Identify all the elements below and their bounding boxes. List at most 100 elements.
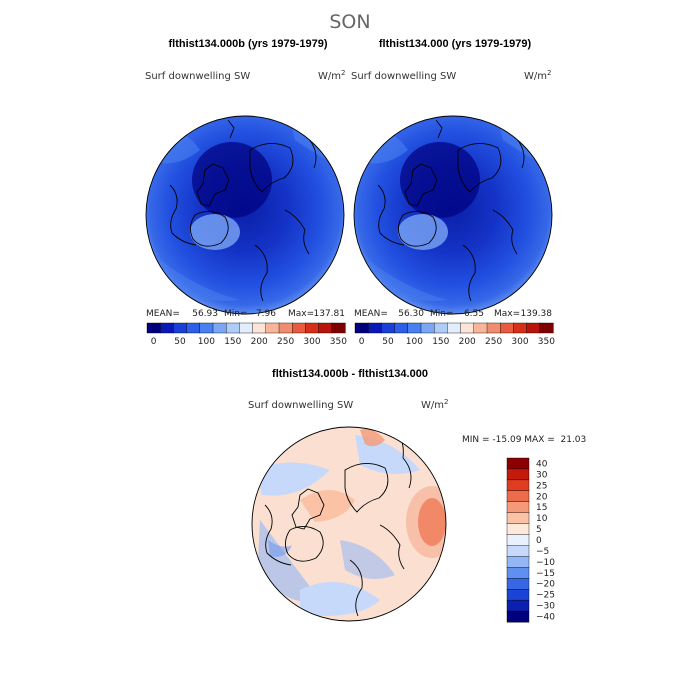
diff-map bbox=[251, 426, 447, 622]
diff-cbar-swatch-1 bbox=[506, 468, 530, 481]
diff-cbar-tick-1: 30 bbox=[536, 470, 548, 480]
diff-cbar-tick-2: 25 bbox=[536, 481, 547, 491]
left-cbar-tick-1: 50 bbox=[174, 337, 186, 347]
left-max-value: 137.81 bbox=[314, 309, 346, 319]
right-cbar-swatch-10 bbox=[486, 322, 501, 334]
left-cbar-tick-3: 150 bbox=[224, 337, 241, 347]
left-units-label: W/m2 bbox=[318, 69, 345, 82]
right-cbar-swatch-3 bbox=[394, 322, 409, 334]
left-cbar-swatch-2 bbox=[173, 322, 188, 334]
diff-cbar-swatch-0 bbox=[506, 457, 530, 470]
left-cbar-swatch-13 bbox=[318, 322, 333, 334]
diff-cbar-swatch-3 bbox=[506, 490, 530, 503]
right-min-value: 6.55 bbox=[464, 309, 484, 319]
left-cbar-tick-2: 100 bbox=[198, 337, 215, 347]
left-mean-value: 56.93 bbox=[192, 309, 218, 319]
diff-cbar-tick-9: −10 bbox=[536, 558, 555, 568]
right-variable-label: Surf downwelling SW bbox=[351, 71, 456, 82]
right-cbar-swatch-4 bbox=[407, 322, 422, 334]
right-cbar-swatch-5 bbox=[420, 322, 435, 334]
right-cbar-tick-2: 100 bbox=[406, 337, 423, 347]
diff-stats: MIN = -15.09 MAX = 21.03 bbox=[462, 435, 586, 445]
left-cbar-swatch-5 bbox=[212, 322, 227, 334]
left-min-label: Min= bbox=[224, 309, 248, 319]
diff-variable-label: Surf downwelling SW bbox=[248, 400, 353, 411]
left-min-value: 7.96 bbox=[256, 309, 276, 319]
diff-units-sup: 2 bbox=[444, 398, 448, 406]
diff-cbar-tick-7: 0 bbox=[536, 536, 542, 546]
left-cbar-swatch-9 bbox=[265, 322, 280, 334]
left-units-text: W/m bbox=[318, 71, 341, 82]
right-cbar-swatch-8 bbox=[460, 322, 475, 334]
diff-cbar-tick-8: −5 bbox=[536, 547, 549, 557]
right-cbar-tick-0: 0 bbox=[359, 337, 365, 347]
diff-cbar-swatch-8 bbox=[506, 545, 530, 557]
left-cbar-tick-7: 350 bbox=[330, 337, 347, 347]
right-mean-label: MEAN= bbox=[354, 309, 388, 319]
right-cbar-swatch-6 bbox=[434, 322, 449, 334]
diff-units-text: W/m bbox=[421, 400, 444, 411]
right-cbar-swatch-7 bbox=[447, 322, 462, 334]
diff-units-label: W/m2 bbox=[421, 398, 448, 411]
left-units-sup: 2 bbox=[341, 69, 345, 77]
diff-cbar-swatch-4 bbox=[506, 501, 530, 514]
right-units-label: W/m2 bbox=[524, 69, 551, 82]
right-map bbox=[353, 115, 553, 315]
diff-cbar-swatch-6 bbox=[506, 523, 530, 536]
diff-cbar-tick-13: −30 bbox=[536, 602, 555, 612]
left-cbar-swatch-6 bbox=[225, 322, 240, 334]
right-units-text: W/m bbox=[524, 71, 547, 82]
right-cbar-tick-3: 150 bbox=[432, 337, 449, 347]
main-title: SON bbox=[329, 11, 370, 33]
left-cbar-swatch-0 bbox=[146, 322, 161, 334]
left-cbar-swatch-4 bbox=[199, 322, 214, 334]
right-cbar-swatch-12 bbox=[513, 322, 528, 334]
diff-cbar-tick-4: 15 bbox=[536, 503, 547, 513]
diff-cbar-tick-14: −40 bbox=[536, 613, 555, 623]
right-cbar-swatch-0 bbox=[354, 322, 369, 334]
left-cbar-tick-4: 200 bbox=[251, 337, 268, 347]
diff-cbar-tick-12: −25 bbox=[536, 591, 555, 601]
left-cbar-swatch-11 bbox=[292, 322, 307, 334]
left-cbar-swatch-3 bbox=[186, 322, 201, 334]
right-cbar-tick-6: 300 bbox=[511, 337, 528, 347]
right-stats: MEAN= 56.30 Min= 6.55 Max= 139.38 bbox=[354, 309, 552, 319]
right-min-label: Min= bbox=[430, 309, 454, 319]
left-map bbox=[145, 115, 345, 315]
right-cbar-swatch-9 bbox=[473, 322, 488, 334]
right-cbar-swatch-11 bbox=[500, 322, 515, 334]
diff-cbar-tick-5: 10 bbox=[536, 514, 548, 524]
right-mean-value: 56.30 bbox=[398, 309, 424, 319]
left-stats: MEAN= 56.93 Min= 7.96 Max= 137.81 bbox=[146, 309, 345, 319]
right-colorbar-ticks: 0 50 100 150 200 250 300 350 bbox=[359, 337, 556, 347]
right-cbar-tick-7: 350 bbox=[538, 337, 555, 347]
right-cbar-tick-4: 200 bbox=[459, 337, 476, 347]
diff-cbar-swatch-11 bbox=[506, 578, 530, 590]
diff-colorbar bbox=[506, 457, 530, 623]
left-variable-label: Surf downwelling SW bbox=[145, 71, 250, 82]
right-cbar-swatch-2 bbox=[381, 322, 396, 334]
diff-cbar-swatch-10 bbox=[506, 567, 530, 579]
right-panel-title: flthist134.000 (yrs 1979-1979) bbox=[379, 38, 532, 50]
diff-cbar-swatch-12 bbox=[506, 589, 530, 601]
diff-cbar-tick-3: 20 bbox=[536, 492, 548, 502]
diff-cbar-swatch-13 bbox=[506, 599, 530, 612]
left-cbar-swatch-8 bbox=[252, 322, 267, 334]
right-units-sup: 2 bbox=[547, 69, 551, 77]
right-max-value: 139.38 bbox=[521, 309, 553, 319]
left-cbar-swatch-14 bbox=[331, 322, 346, 334]
right-cbar-swatch-1 bbox=[368, 322, 383, 334]
diff-cbar-tick-10: −15 bbox=[536, 569, 555, 579]
diff-cbar-swatch-2 bbox=[506, 479, 530, 492]
diff-cbar-swatch-7 bbox=[506, 534, 530, 546]
diff-cbar-swatch-9 bbox=[506, 556, 530, 568]
left-max-label: Max= bbox=[288, 309, 314, 319]
right-cbar-tick-1: 50 bbox=[382, 337, 394, 347]
diff-cbar-tick-6: 5 bbox=[536, 525, 542, 535]
left-cbar-swatch-10 bbox=[278, 322, 293, 334]
left-cbar-tick-5: 250 bbox=[277, 337, 294, 347]
right-cbar-swatch-14 bbox=[539, 322, 554, 334]
left-colorbar-ticks: 0 50 100 150 200 250 300 350 bbox=[151, 337, 348, 347]
